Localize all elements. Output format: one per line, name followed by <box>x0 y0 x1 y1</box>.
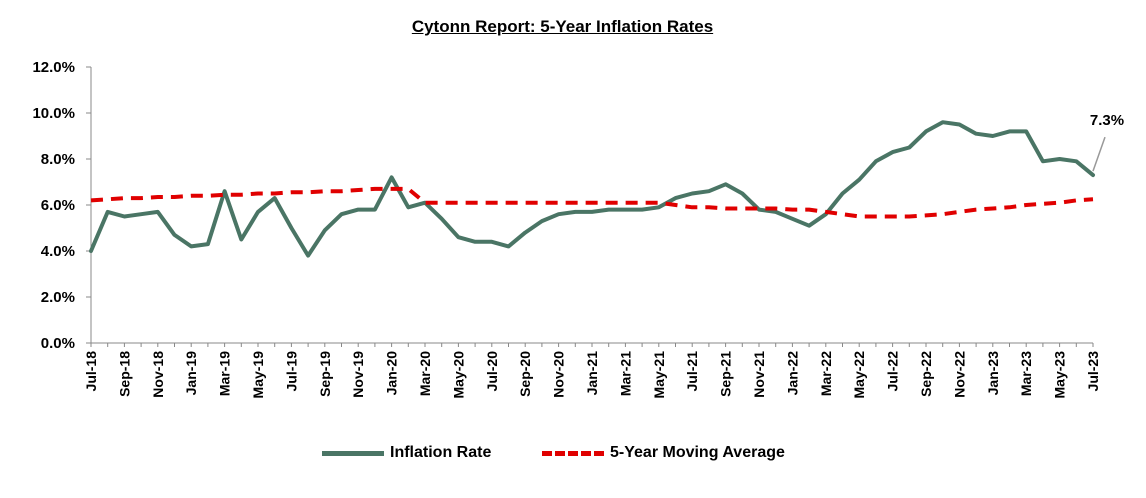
x-tick-label: May-22 <box>851 351 867 399</box>
legend: Inflation Rate 5-Year Moving Average <box>0 444 1146 468</box>
y-tick-label: 0.0% <box>41 335 75 352</box>
x-tick-label: May-21 <box>651 351 667 399</box>
x-tick-label: Jul-22 <box>885 351 901 392</box>
x-tick-label: Nov-21 <box>751 351 767 398</box>
y-tick-label: 2.0% <box>41 289 75 306</box>
x-tick-label: May-19 <box>250 351 266 399</box>
y-tick-label: 6.0% <box>41 197 75 214</box>
y-tick-label: 12.0% <box>32 59 75 76</box>
x-tick-label: Sep-19 <box>317 351 333 397</box>
y-tick-label: 4.0% <box>41 243 75 260</box>
y-axis: 12.0% 10.0% 8.0% 6.0% 4.0% 2.0% 0.0% <box>32 59 92 352</box>
legend-item-inflation-rate: Inflation Rate <box>322 444 491 462</box>
x-tick-label: Jan-19 <box>183 351 199 396</box>
x-tick-label: Sep-21 <box>718 351 734 397</box>
x-tick-label: Jul-20 <box>484 351 500 392</box>
x-tick-label: May-20 <box>450 351 466 399</box>
series-lines <box>89 120 1095 258</box>
x-tick-label: Sep-18 <box>116 351 132 397</box>
x-tick-label: Nov-19 <box>350 351 366 398</box>
x-tick-label: Jul-18 <box>83 351 99 392</box>
x-tick-label: Mar-23 <box>1018 351 1034 396</box>
legend-label-inflation-rate: Inflation Rate <box>390 444 492 461</box>
x-tick-label: Jan-23 <box>985 351 1001 396</box>
x-tick-label: Jul-19 <box>283 351 299 392</box>
x-tick-label: Jan-22 <box>784 351 800 396</box>
x-tick-label: Nov-20 <box>551 351 567 398</box>
legend-swatch-moving-average <box>542 450 604 456</box>
series-line-inflation-rate <box>89 120 1095 258</box>
x-tick-label: Jul-23 <box>1085 351 1101 392</box>
x-tick-label: Nov-18 <box>150 351 166 398</box>
x-tick-label: May-23 <box>1052 351 1068 399</box>
y-tick-label: 10.0% <box>32 105 75 122</box>
x-tick-label: Sep-22 <box>918 351 934 397</box>
x-tick-label: Mar-19 <box>217 351 233 396</box>
x-tick-label: Mar-22 <box>818 351 834 396</box>
x-tick-label: Jul-21 <box>684 351 700 392</box>
x-tick-label: Jan-21 <box>584 351 600 396</box>
data-label-leader <box>1092 136 1106 172</box>
x-tick-label: Nov-22 <box>951 351 967 398</box>
annotations: 7.3% <box>1090 112 1124 172</box>
series-line-moving-average <box>90 186 1094 219</box>
x-tick-label: Mar-21 <box>617 351 633 396</box>
x-tick-label: Jan-20 <box>384 351 400 396</box>
legend-item-moving-average: 5-Year Moving Average <box>542 444 785 462</box>
legend-swatch-inflation-rate <box>322 450 384 456</box>
x-tick-label: Mar-20 <box>417 351 433 396</box>
x-axis: Jul-18 Sep-18 Nov-18 Jan-19 Mar-19 May-19 Jul-… <box>83 342 1101 399</box>
y-tick-label: 8.0% <box>41 151 75 168</box>
x-tick-label: Sep-20 <box>517 351 533 397</box>
chart-title: Cytonn Report: 5-Year Inflation Rates <box>411 17 714 36</box>
data-label: 7.3% <box>1090 112 1124 129</box>
legend-label-moving-average: 5-Year Moving Average <box>610 444 785 461</box>
